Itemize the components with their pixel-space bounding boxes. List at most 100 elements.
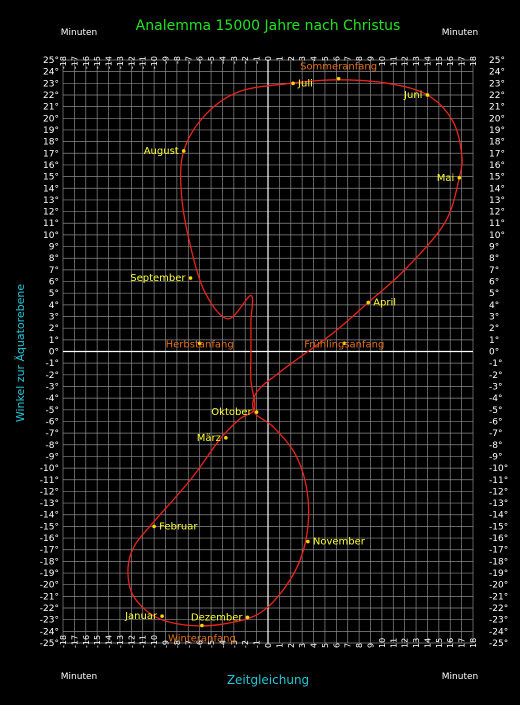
month-label: Juni xyxy=(403,90,422,101)
y-tick-label-right: -25° xyxy=(489,639,508,649)
analemma-curve xyxy=(127,79,463,627)
y-tick-label-right: -6° xyxy=(489,417,502,427)
month-marker-dot xyxy=(457,175,462,180)
x-tick-label-bottom: -17 xyxy=(70,635,79,648)
y-tick-label-left: -13° xyxy=(40,499,59,509)
x-tick-label-bottom: 2 xyxy=(287,643,296,648)
x-tick-label-top: -15 xyxy=(93,56,102,69)
x-tick-label-bottom: 16 xyxy=(446,638,455,648)
month-label: Februar xyxy=(159,521,198,532)
x-tick-label-top: -10 xyxy=(150,56,159,69)
x-tick-label-top: 6 xyxy=(332,56,341,61)
minutes-label-top-right: Minuten xyxy=(442,28,478,38)
y-tick-label-right: -9° xyxy=(489,452,502,462)
x-tick-label-bottom: -16 xyxy=(82,635,91,648)
x-tick-label-bottom: 10 xyxy=(378,638,387,648)
x-tick-label-top: -5 xyxy=(207,56,216,64)
x-tick-label-top: -8 xyxy=(173,56,182,64)
y-tick-label-left: 12° xyxy=(43,208,59,218)
x-tick-label-top: -18 xyxy=(59,56,68,69)
y-tick-label-left: 23° xyxy=(43,79,59,89)
month-label: Januar xyxy=(124,611,158,622)
y-tick-label-left: -15° xyxy=(40,522,59,532)
season-marker-dot xyxy=(200,623,204,628)
x-tick-label-top: 17 xyxy=(458,56,467,66)
x-tick-label-top: -1 xyxy=(253,56,262,64)
x-tick-label-bottom: -1 xyxy=(253,640,262,648)
x-tick-label-bottom: 7 xyxy=(344,643,353,648)
x-tick-label-bottom: -12 xyxy=(127,635,136,648)
y-tick-label-right: 19° xyxy=(489,126,505,136)
x-tick-label-bottom: 12 xyxy=(401,638,410,648)
y-tick-label-right: -24° xyxy=(489,627,508,637)
y-tick-label-left: 7° xyxy=(49,266,59,276)
y-tick-label-right: 25° xyxy=(489,56,505,66)
x-tick-label-top: -4 xyxy=(218,56,227,64)
y-tick-label-left: 1° xyxy=(49,336,59,346)
y-tick-label-left: -8° xyxy=(46,441,59,451)
x-tick-label-bottom: 1 xyxy=(275,643,284,648)
y-tick-label-right: 16° xyxy=(489,161,505,171)
x-tick-label-bottom: -18 xyxy=(59,635,68,648)
x-tick-label-bottom: -4 xyxy=(218,640,227,648)
minutes-label-bottom-left: Minuten xyxy=(61,672,97,682)
x-tick-label-top: -2 xyxy=(241,56,250,64)
y-tick-label-right: -14° xyxy=(489,511,508,521)
month-label: März xyxy=(197,433,221,444)
y-tick-label-left: -23° xyxy=(40,616,59,626)
y-tick-label-right: -4° xyxy=(489,394,502,404)
y-tick-label-right: -1° xyxy=(489,359,502,369)
date-markers: Juli Juni August Mai September April Oktober Mä… xyxy=(124,62,462,645)
y-tick-label-right: 22° xyxy=(489,91,505,101)
y-tick-label-left: 19° xyxy=(43,126,59,136)
y-tick-label-left: -19° xyxy=(40,569,59,579)
minutes-label-bottom-right: Minuten xyxy=(442,672,478,682)
month-marker-dot xyxy=(224,435,228,440)
y-tick-label-left: -12° xyxy=(40,487,59,497)
season-marker-dot xyxy=(197,341,202,346)
y-tick-label-left: -18° xyxy=(40,557,59,567)
x-tick-label-bottom: -11 xyxy=(139,635,148,648)
season-marker-dot xyxy=(342,341,347,346)
y-tick-label-left: 14° xyxy=(43,184,59,194)
y-tick-label-right: 9° xyxy=(489,243,499,253)
y-tick-label-left: 25° xyxy=(43,56,59,66)
season-marker-dot xyxy=(336,76,341,81)
x-tick-label-top: -12 xyxy=(127,56,136,69)
x-tick-label-top: -16 xyxy=(82,56,91,69)
y-tick-label-left: 18° xyxy=(43,138,59,148)
x-tick-label-top: 13 xyxy=(412,56,421,66)
x-tick-label-top: -11 xyxy=(139,56,148,69)
y-tick-label-left: 6° xyxy=(49,278,59,288)
x-tick-label-top: 9 xyxy=(367,56,376,61)
month-marker-dot xyxy=(306,539,310,544)
y-tick-label-right: -23° xyxy=(489,616,508,626)
x-tick-label-top: 15 xyxy=(435,56,444,66)
y-tick-label-right: 20° xyxy=(489,114,505,124)
x-tick-label-bottom: 17 xyxy=(458,638,467,648)
y-tick-label-left: 16° xyxy=(43,161,59,171)
x-tick-label-bottom: 15 xyxy=(435,638,444,648)
y-tick-label-right: -15° xyxy=(489,522,508,532)
y-tick-label-right: 18° xyxy=(489,138,505,148)
y-tick-label-left: -3° xyxy=(46,382,59,392)
y-tick-label-right: 14° xyxy=(489,184,505,194)
x-tick-label-bottom: 5 xyxy=(321,643,330,648)
y-tick-label-left: -7° xyxy=(46,429,59,439)
y-tick-label-left: 5° xyxy=(49,289,59,299)
x-tick-label-bottom: -2 xyxy=(241,640,250,648)
month-marker-dot xyxy=(245,615,250,620)
month-marker-dot xyxy=(366,300,371,305)
y-tick-label-right: 21° xyxy=(489,103,505,113)
y-tick-label-right: -21° xyxy=(489,592,508,602)
x-tick-label-bottom: -9 xyxy=(162,640,171,648)
month-label: September xyxy=(130,273,186,284)
y-tick-label-left: 20° xyxy=(43,114,59,124)
y-tick-label-left: 13° xyxy=(43,196,59,206)
x-tick-label-bottom: -10 xyxy=(150,635,159,648)
tick-labels: -18-18-17-17-16-16-15-15-14-14-13-13-12-… xyxy=(40,56,508,649)
month-label: Mai xyxy=(437,173,455,184)
y-tick-label-left: 22° xyxy=(43,91,59,101)
x-tick-label-bottom: -8 xyxy=(173,640,182,648)
x-tick-label-top: -9 xyxy=(162,56,171,64)
